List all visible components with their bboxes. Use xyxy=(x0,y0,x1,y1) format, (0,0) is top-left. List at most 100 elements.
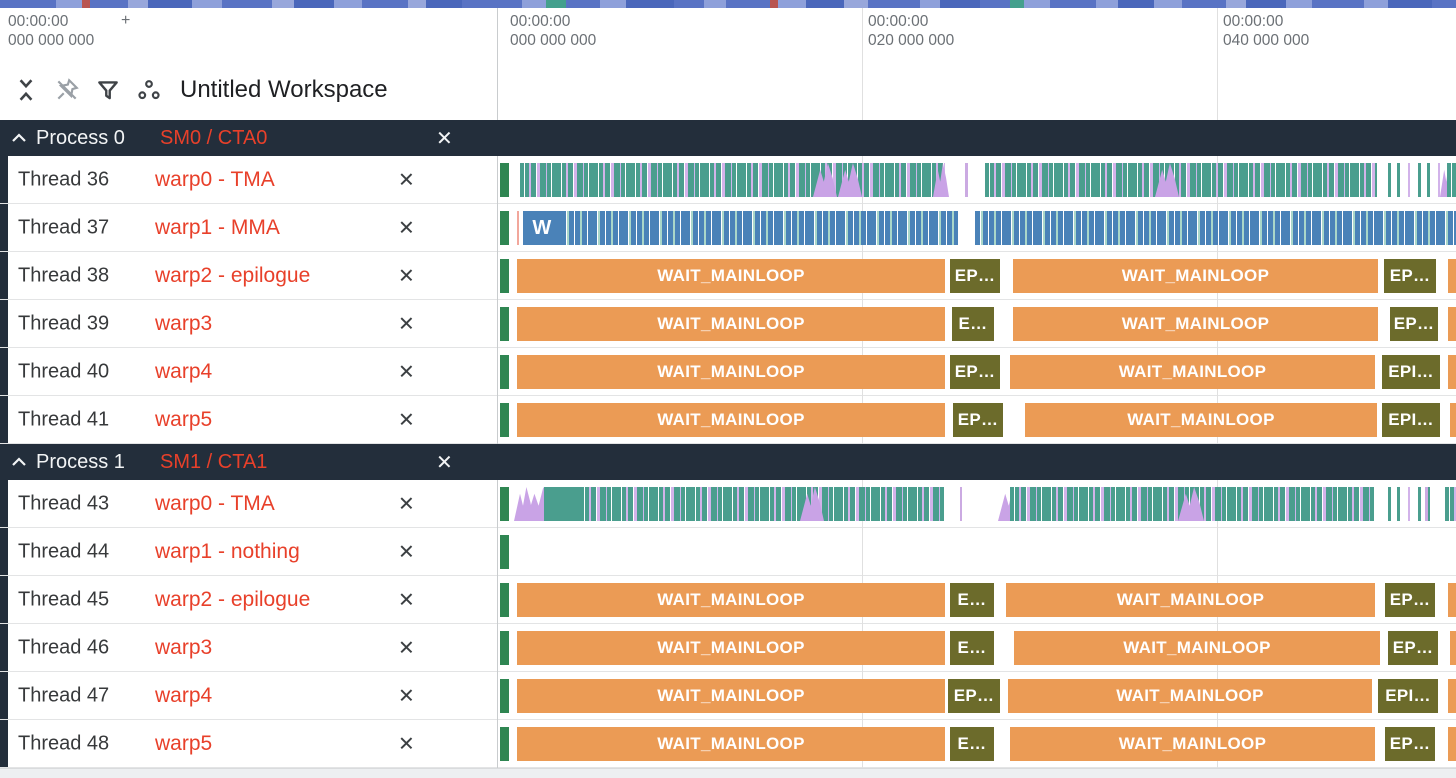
orange-slice[interactable] xyxy=(1448,679,1456,713)
wblock-slice[interactable]: W xyxy=(523,211,561,245)
thread-track-timeline[interactable]: WAIT_MAINLOOP E… WAIT_MAINLOOP EP… xyxy=(500,720,1456,767)
salmonline-slice[interactable] xyxy=(517,211,519,245)
green-slice[interactable] xyxy=(500,307,509,341)
purpleline-slice[interactable] xyxy=(960,487,962,521)
thread-track-sidebar[interactable]: Thread 48 warp5 ✕ xyxy=(0,720,497,767)
orange-slice[interactable] xyxy=(1450,403,1456,437)
tma-sparse-slice[interactable] xyxy=(1388,487,1438,521)
thread-track-timeline[interactable]: WAIT_MAINLOOP EP… WAIT_MAINLOOP EPI… xyxy=(500,672,1456,719)
purpleline-slice[interactable] xyxy=(965,163,968,197)
orange-slice[interactable]: WAIT_MAINLOOP xyxy=(1014,631,1380,665)
process-group-header[interactable]: Process 0 SM0 / CTA0 ✕ xyxy=(0,120,1456,156)
olive-slice[interactable]: EP… xyxy=(1390,307,1438,341)
green-slice[interactable] xyxy=(500,535,509,569)
collapse-chevron-icon[interactable] xyxy=(11,132,27,144)
thread-track-sidebar[interactable]: Thread 38 warp2 - epilogue ✕ xyxy=(0,252,497,299)
collapse-all-icon[interactable] xyxy=(13,77,39,103)
close-track-button[interactable]: ✕ xyxy=(398,637,415,659)
olive-slice[interactable]: EPI… xyxy=(1378,679,1438,713)
thread-track-timeline[interactable]: WAIT_MAINLOOP EP… WAIT_MAINLOOP EPI… xyxy=(500,348,1456,395)
olive-slice[interactable]: EP… xyxy=(1388,631,1438,665)
close-track-button[interactable]: ✕ xyxy=(398,409,415,431)
olive-slice[interactable]: EPI… xyxy=(1382,403,1440,437)
workspaces-icon[interactable] xyxy=(136,77,162,103)
mma-slice[interactable] xyxy=(975,211,1456,245)
tma-slice[interactable] xyxy=(580,487,945,521)
tma-slice[interactable] xyxy=(1447,163,1456,197)
olive-slice[interactable]: EP… xyxy=(1385,727,1435,761)
orange-slice[interactable]: WAIT_MAINLOOP xyxy=(517,259,945,293)
pin-off-icon[interactable] xyxy=(54,77,80,103)
thread-track-timeline[interactable]: WAIT_MAINLOOP E… WAIT_MAINLOOP EP… xyxy=(500,300,1456,347)
orange-slice[interactable]: WAIT_MAINLOOP xyxy=(517,403,945,437)
olive-slice[interactable]: E… xyxy=(950,583,994,617)
thread-track-timeline[interactable]: WAIT_MAINLOOP EP… WAIT_MAINLOOP EPI… xyxy=(500,396,1456,443)
thread-track-sidebar[interactable]: Thread 41 warp5 ✕ xyxy=(0,396,497,443)
orange-slice[interactable] xyxy=(1448,583,1456,617)
close-track-button[interactable]: ✕ xyxy=(398,541,415,563)
orange-slice[interactable] xyxy=(1448,727,1456,761)
olive-slice[interactable]: E… xyxy=(950,631,994,665)
close-track-button[interactable]: ✕ xyxy=(398,169,415,191)
green-slice[interactable] xyxy=(500,631,509,665)
close-track-group-button[interactable]: ✕ xyxy=(436,127,453,150)
thread-track-sidebar[interactable]: Thread 37 warp1 - MMA ✕ xyxy=(0,204,497,251)
olive-slice[interactable]: EP… xyxy=(948,679,1000,713)
orange-slice[interactable]: WAIT_MAINLOOP xyxy=(517,727,945,761)
orange-slice[interactable] xyxy=(1448,259,1456,293)
close-track-button[interactable]: ✕ xyxy=(398,217,415,239)
trace-overview-minimap[interactable] xyxy=(0,0,1456,8)
mma-slice[interactable] xyxy=(561,211,958,245)
green-slice[interactable] xyxy=(500,355,509,389)
olive-slice[interactable]: EP… xyxy=(1384,259,1436,293)
green-slice[interactable] xyxy=(500,727,509,761)
collapse-chevron-icon[interactable] xyxy=(11,456,27,468)
olive-slice[interactable]: E… xyxy=(952,307,994,341)
green-slice[interactable] xyxy=(500,487,509,521)
close-track-button[interactable]: ✕ xyxy=(398,265,415,287)
orange-slice[interactable]: WAIT_MAINLOOP xyxy=(1025,403,1377,437)
orange-slice[interactable] xyxy=(1448,355,1456,389)
filter-icon[interactable] xyxy=(95,77,121,103)
thread-track-sidebar[interactable]: Thread 40 warp4 ✕ xyxy=(0,348,497,395)
thread-track-timeline[interactable] xyxy=(500,528,1456,575)
thread-track-timeline[interactable]: WAIT_MAINLOOP E… WAIT_MAINLOOP EP… xyxy=(500,576,1456,623)
close-track-button[interactable]: ✕ xyxy=(398,685,415,707)
orange-slice[interactable]: WAIT_MAINLOOP xyxy=(1013,307,1378,341)
olive-slice[interactable]: EPI… xyxy=(1382,355,1440,389)
tma-slice[interactable] xyxy=(1445,487,1456,521)
orange-slice[interactable] xyxy=(1448,307,1456,341)
green-slice[interactable] xyxy=(500,403,509,437)
olive-slice[interactable]: EP… xyxy=(950,355,1000,389)
green-slice[interactable] xyxy=(500,163,509,197)
olive-slice[interactable]: EP… xyxy=(1385,583,1435,617)
thread-track-timeline[interactable] xyxy=(500,156,1456,203)
tma-slice[interactable] xyxy=(520,163,945,197)
close-track-button[interactable]: ✕ xyxy=(398,493,415,515)
close-track-button[interactable]: ✕ xyxy=(398,733,415,755)
orange-slice[interactable]: WAIT_MAINLOOP xyxy=(517,355,945,389)
workspace-title[interactable]: Untitled Workspace xyxy=(180,76,388,103)
orange-slice[interactable]: WAIT_MAINLOOP xyxy=(517,631,945,665)
tma-sparse-slice[interactable] xyxy=(1388,163,1445,197)
thread-track-sidebar[interactable]: Thread 44 warp1 - nothing ✕ xyxy=(0,528,497,575)
thread-track-sidebar[interactable]: Thread 36 warp0 - TMA ✕ xyxy=(0,156,497,203)
thread-track-timeline[interactable]: WAIT_MAINLOOP E… WAIT_MAINLOOP EP… xyxy=(500,624,1456,671)
olive-slice[interactable]: EP… xyxy=(953,403,1003,437)
thread-track-sidebar[interactable]: Thread 45 warp2 - epilogue ✕ xyxy=(0,576,497,623)
orange-slice[interactable] xyxy=(1450,631,1456,665)
process-group-header[interactable]: Process 1 SM1 / CTA1 ✕ xyxy=(0,444,1456,480)
thread-track-timeline[interactable]: W xyxy=(500,204,1456,251)
purpleline-slice[interactable] xyxy=(1425,487,1428,521)
thread-track-sidebar[interactable]: Thread 47 warp4 ✕ xyxy=(0,672,497,719)
orange-slice[interactable]: WAIT_MAINLOOP xyxy=(1010,355,1375,389)
thread-track-timeline[interactable]: WAIT_MAINLOOP EP… WAIT_MAINLOOP EP… xyxy=(500,252,1456,299)
green-slice[interactable] xyxy=(500,259,509,293)
orange-slice[interactable]: WAIT_MAINLOOP xyxy=(1008,679,1372,713)
olive-slice[interactable]: EP… xyxy=(950,259,1000,293)
orange-slice[interactable]: WAIT_MAINLOOP xyxy=(517,307,945,341)
tma-slice[interactable] xyxy=(985,163,1377,197)
orange-slice[interactable]: WAIT_MAINLOOP xyxy=(1010,727,1375,761)
orange-slice[interactable]: WAIT_MAINLOOP xyxy=(517,583,945,617)
orange-slice[interactable]: WAIT_MAINLOOP xyxy=(517,679,945,713)
